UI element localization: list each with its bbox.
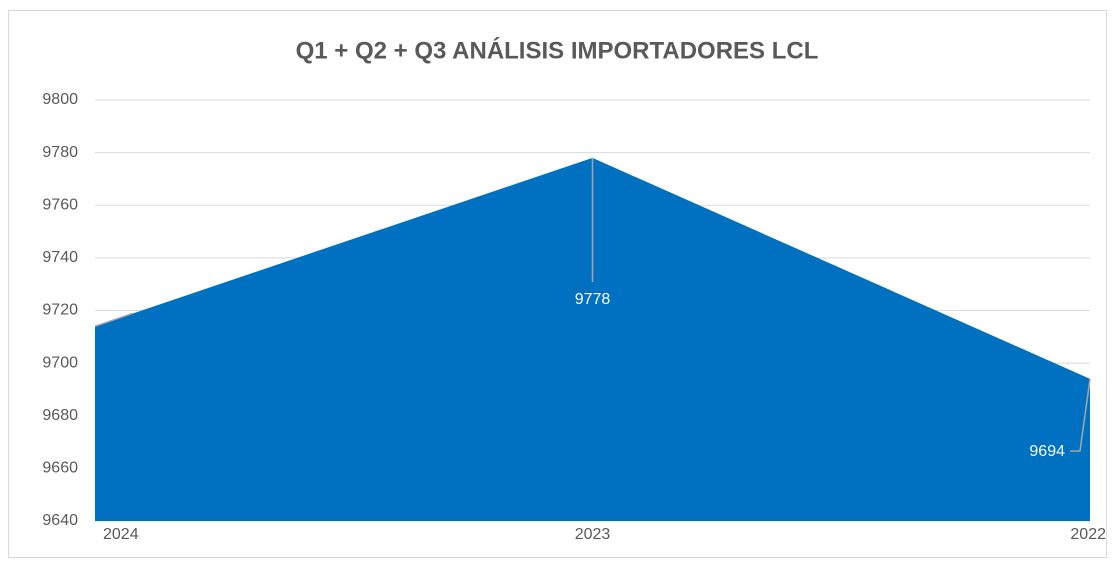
y-tick-label: 9640 (42, 512, 78, 529)
x-tick-label: 2024 (103, 526, 139, 543)
chart-title: Q1 + Q2 + Q3 ANÁLISIS IMPORTADORES LCL (296, 36, 819, 64)
y-tick-label: 9700 (42, 354, 78, 371)
x-tick-label: 2023 (575, 526, 611, 543)
leader-line (1070, 378, 1091, 452)
y-tick-label: 9760 (42, 196, 78, 213)
y-tick-label: 9680 (42, 407, 78, 424)
y-tick-label: 9660 (42, 460, 78, 477)
y-tick-label: 9740 (42, 249, 78, 266)
y-tick-label: 9800 (42, 91, 78, 108)
area (95, 157, 1090, 521)
data-label: 9778 (575, 291, 611, 308)
leader-line (94, 312, 134, 327)
y-tick-label: 9720 (42, 302, 78, 319)
y-tick-label: 9780 (42, 144, 78, 161)
x-tick-label: 2022 (1070, 526, 1106, 543)
data-label: 9694 (1029, 443, 1065, 460)
